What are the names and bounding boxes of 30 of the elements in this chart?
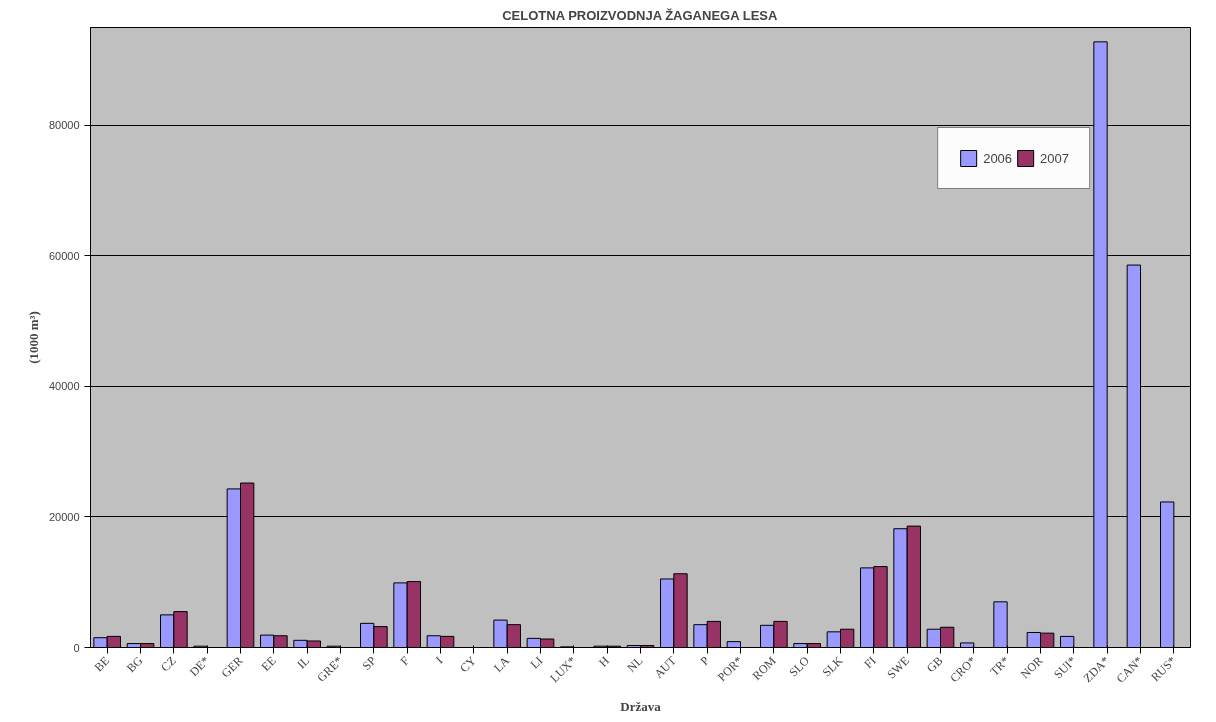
- x-tick-label: F: [397, 653, 413, 669]
- chart-title: CELOTNA PROIZVODNJA ŽAGANEGA LESA: [502, 7, 778, 23]
- x-tick-label: GER: [218, 653, 246, 681]
- y-tick-label: 80000: [48, 119, 80, 132]
- x-tick-label: LI: [527, 653, 546, 672]
- y-tick-label: 60000: [48, 249, 80, 262]
- x-tick-label: I: [432, 653, 446, 667]
- legend-label: 2007: [1040, 150, 1069, 166]
- x-tick-label: EE: [258, 653, 279, 674]
- x-axis-title: Država: [620, 698, 662, 714]
- x-tick-label: IL: [294, 653, 313, 672]
- legend-label: 2006: [983, 150, 1013, 166]
- x-tick-label: TR*: [987, 653, 1013, 679]
- x-tick-label: SLO: [786, 653, 813, 680]
- x-tick-label: FI: [861, 653, 879, 671]
- y-tick-label: 20000: [48, 510, 80, 523]
- x-tick-label: H: [596, 653, 613, 670]
- x-tick-label: BE: [91, 653, 113, 675]
- y-tick-label: 0: [73, 641, 80, 654]
- x-tick-label: CZ: [158, 653, 179, 675]
- x-tick-label: GB: [923, 653, 946, 676]
- y-tick-label: 40000: [48, 380, 80, 393]
- x-tick-label: DE*: [186, 653, 213, 679]
- x-tick-label: BG: [123, 653, 146, 676]
- x-tick-label: LA: [490, 653, 513, 675]
- y-axis-title: (1000 m³): [25, 311, 41, 364]
- x-tick-label: P: [697, 653, 713, 669]
- x-tick-label: CY: [457, 653, 480, 676]
- x-tick-label: NL: [624, 653, 646, 675]
- x-tick-label: SP: [359, 653, 380, 673]
